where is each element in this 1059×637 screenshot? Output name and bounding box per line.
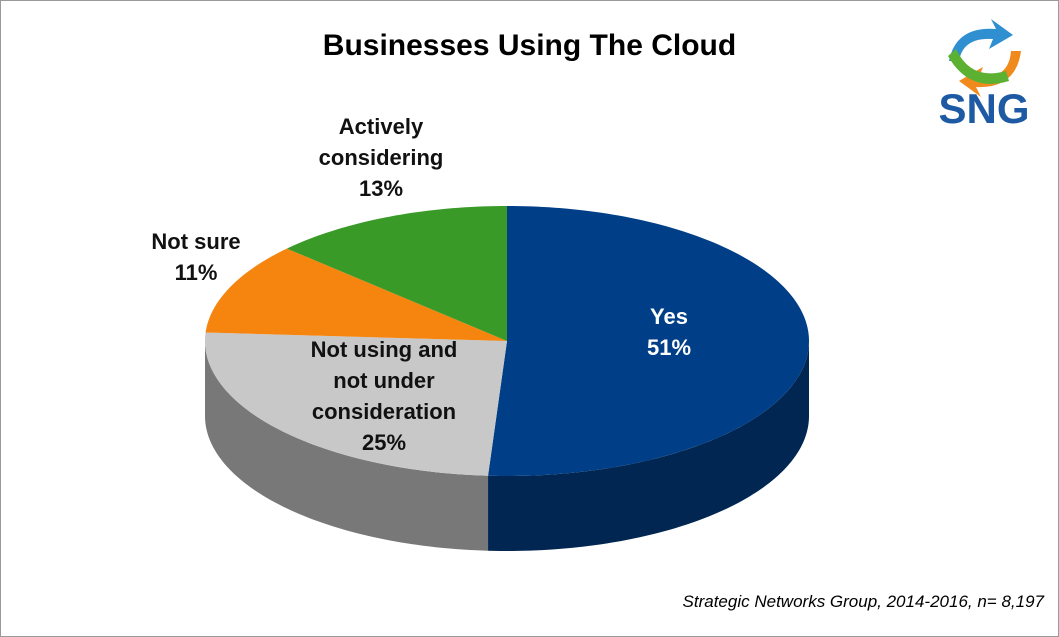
slice-label: Actively considering 13% (311, 111, 451, 204)
logo-arrows (948, 19, 1021, 97)
slice (205, 332, 507, 476)
value-label: 51% (646, 335, 692, 360)
chart-title: Businesses Using The Cloud (322, 29, 737, 62)
slice (488, 206, 809, 476)
slice-label: Not sure 11% (136, 226, 256, 288)
value-label: 13% (358, 176, 404, 201)
slice (205, 248, 507, 341)
category-label: Yes (650, 304, 688, 329)
category-label: Actively considering (318, 114, 444, 170)
value-label: 11% (174, 260, 218, 285)
category-label: Not sure (151, 229, 241, 254)
category-label: Not using and not under consideration (310, 337, 458, 424)
source-note: Strategic Networks Group, 2014-2016, n= … (682, 592, 1044, 611)
slice-label: Not using and not under consideration 25% (294, 334, 474, 458)
slice (286, 206, 507, 341)
slice-side (205, 341, 489, 551)
slice-label: Yes 51% (619, 301, 719, 363)
value-label: 25% (361, 430, 407, 455)
logo-text: SNG (938, 85, 1030, 132)
slice-side (488, 341, 809, 551)
